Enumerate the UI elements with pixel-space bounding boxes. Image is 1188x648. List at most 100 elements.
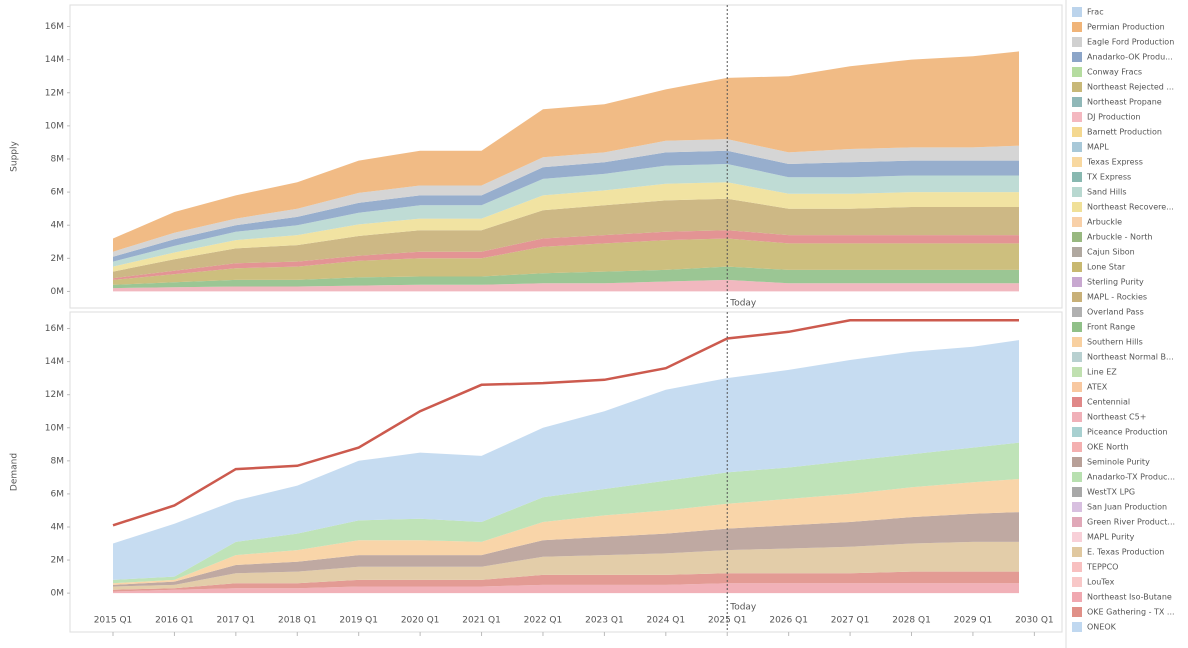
legend-swatch <box>1072 487 1082 497</box>
legend-swatch <box>1072 607 1082 617</box>
legend-swatch <box>1072 592 1082 602</box>
today-label: Today <box>729 603 757 613</box>
y-tick-label: 4M <box>51 522 65 532</box>
area-series <box>113 238 1019 285</box>
legend-label: Centennial <box>1087 398 1130 407</box>
legend-label: Northeast Iso-Butane <box>1087 593 1172 602</box>
legend-label: ATEX <box>1087 383 1108 392</box>
y-tick-label: 10M <box>45 423 64 433</box>
legend-swatch <box>1072 112 1082 122</box>
legend-label: E. Texas Production <box>1087 548 1164 557</box>
legend-label: TX Express <box>1086 173 1131 182</box>
y-tick-label: 8M <box>51 154 65 164</box>
x-tick-label: 2016 Q1 <box>155 616 194 626</box>
legend-swatch <box>1072 427 1082 437</box>
y-tick-label: 6M <box>51 188 65 198</box>
legend-label: Northeast Propane <box>1087 98 1162 107</box>
demand-frame <box>69 311 1063 633</box>
legend-label: San Juan Production <box>1087 503 1167 512</box>
legend-swatch <box>1072 67 1082 77</box>
legend-label: Arbuckle <box>1087 218 1122 227</box>
x-tick-label: 2026 Q1 <box>769 616 808 626</box>
x-tick-label: 2020 Q1 <box>401 616 440 626</box>
y-axis-label: Demand <box>10 453 20 491</box>
legend-label: Southern Hills <box>1087 338 1143 347</box>
legend-label: Cajun Sibon <box>1087 248 1135 257</box>
legend-swatch <box>1072 217 1082 227</box>
legend-label: Northeast Normal B... <box>1087 353 1174 362</box>
legend-swatch <box>1072 442 1082 452</box>
x-tick-label: 2022 Q1 <box>524 616 563 626</box>
x-tick-label: 2018 Q1 <box>278 616 317 626</box>
legend-label: Line EZ <box>1087 368 1117 377</box>
area-series <box>113 230 1019 280</box>
y-tick-label: 2M <box>51 254 65 264</box>
legend-label: Permian Production <box>1087 23 1165 32</box>
y-tick-label: 14M <box>45 55 64 65</box>
legend-swatch <box>1072 622 1082 632</box>
legend-swatch <box>1072 142 1082 152</box>
x-tick-label: 2027 Q1 <box>831 616 870 626</box>
area-series <box>113 182 1019 272</box>
area-series <box>113 571 1019 592</box>
y-tick-label: 4M <box>51 221 65 231</box>
legend-label: Seminole Purity <box>1087 458 1150 467</box>
legend-label: Northeast Rejected ... <box>1087 83 1174 92</box>
legend-swatch <box>1072 367 1082 377</box>
legend-label: Anadarko-OK Produ... <box>1087 53 1173 62</box>
y-axis-label: Supply <box>10 140 20 171</box>
legend-swatch <box>1072 337 1082 347</box>
legend-swatch <box>1072 82 1082 92</box>
x-tick-label: 2024 Q1 <box>647 616 686 626</box>
y-tick-label: 12M <box>45 390 64 400</box>
area-series <box>113 51 1019 252</box>
line-series <box>112 319 1019 527</box>
area-series <box>113 541 1019 590</box>
legend-swatch <box>1072 172 1082 182</box>
legend-label: Eagle Ford Production <box>1087 38 1174 47</box>
legend-label: Frac <box>1087 8 1104 17</box>
legend-swatch <box>1072 202 1082 212</box>
legend-swatch <box>1072 502 1082 512</box>
y-tick-label: 6M <box>51 489 65 499</box>
area-series <box>113 583 1019 594</box>
legend-swatch <box>1072 457 1082 467</box>
legend-swatch <box>1072 52 1082 62</box>
legend-swatch <box>1072 382 1082 392</box>
x-tick-label: 2029 Q1 <box>954 616 993 626</box>
legend-swatch <box>1072 562 1082 572</box>
area-series <box>113 340 1019 580</box>
legend-label: Anadarko-TX Produc... <box>1087 473 1175 482</box>
legend-label: MAPL <box>1087 143 1109 152</box>
legend-label: Sterling Purity <box>1087 278 1144 287</box>
x-tick-label: 2023 Q1 <box>585 616 624 626</box>
y-tick-label: 14M <box>45 357 64 367</box>
legend-label: TEPPCO <box>1086 563 1118 572</box>
legend-label: Northeast C5+ <box>1087 413 1146 422</box>
legend-swatch <box>1072 412 1082 422</box>
legend-swatch <box>1072 577 1082 587</box>
legend-swatch <box>1072 532 1082 542</box>
today-label: Today <box>729 299 757 309</box>
legend-label: Texas Express <box>1086 158 1143 167</box>
legend-label: Piceance Production <box>1087 428 1168 437</box>
legend-swatch <box>1072 7 1082 17</box>
legend-label: Front Range <box>1087 323 1135 332</box>
area-series <box>113 266 1019 289</box>
y-tick-label: 0M <box>51 589 65 599</box>
legend-swatch <box>1072 547 1082 557</box>
legend-label: LouTex <box>1087 578 1115 587</box>
legend-swatch <box>1072 262 1082 272</box>
legend-swatch <box>1072 127 1082 137</box>
x-tick-label: 2017 Q1 <box>217 616 256 626</box>
legend-label: Sand Hills <box>1087 188 1127 197</box>
legend-swatch <box>1072 157 1082 167</box>
legend-label: OKE North <box>1087 443 1129 452</box>
area-series <box>113 279 1019 292</box>
area-series <box>113 139 1019 257</box>
legend-label: Arbuckle - North <box>1087 233 1152 242</box>
area-series <box>113 479 1019 585</box>
x-tick-label: 2019 Q1 <box>339 616 378 626</box>
